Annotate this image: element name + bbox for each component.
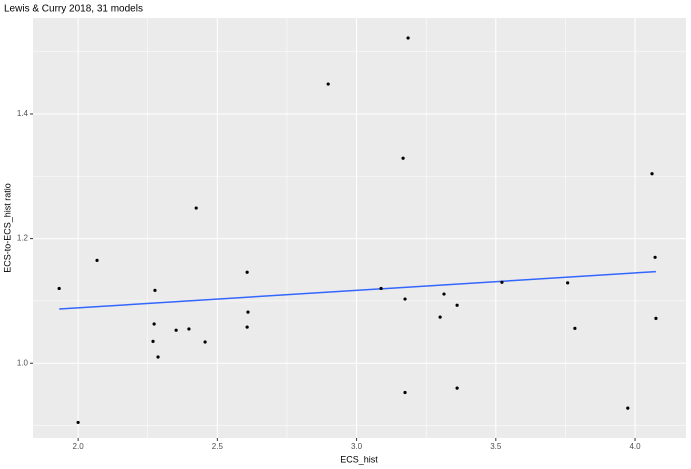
regression-line — [59, 270, 656, 310]
data-point — [406, 36, 410, 40]
data-point — [654, 316, 658, 320]
data-point — [245, 270, 249, 274]
data-point — [500, 280, 504, 284]
y-tick-label: 1.0 — [17, 358, 29, 367]
data-point — [455, 303, 459, 307]
data-point — [566, 281, 570, 285]
data-point — [403, 297, 407, 301]
data-point — [626, 406, 630, 410]
data-point — [76, 420, 80, 425]
data-point — [326, 82, 330, 86]
data-point — [653, 255, 657, 259]
data-point — [438, 315, 442, 319]
data-point — [153, 288, 157, 292]
data-point — [379, 286, 383, 291]
data-point — [203, 340, 207, 344]
x-tick-label: 3.0 — [351, 442, 363, 451]
y-tick-label: 1.4 — [17, 109, 29, 118]
x-tick-label: 2.0 — [73, 442, 85, 451]
data-point — [650, 172, 654, 176]
data-point — [401, 156, 405, 160]
data-point — [442, 292, 446, 296]
data-point — [156, 355, 160, 359]
data-point — [151, 339, 155, 344]
y-axis-label: ECS-to-ECS_hist ratio — [2, 183, 12, 273]
data-point — [174, 328, 178, 332]
data-point — [246, 310, 250, 314]
x-tick-label: 4.0 — [629, 442, 641, 451]
data-point — [245, 325, 249, 329]
x-axis-label: ECS_hist — [340, 454, 378, 464]
x-tick-label: 2.5 — [212, 442, 224, 451]
data-point — [152, 322, 156, 326]
data-point — [194, 206, 198, 210]
data-point — [573, 326, 577, 330]
data-point — [57, 286, 61, 291]
data-point — [455, 386, 459, 390]
plot-panel — [33, 18, 686, 438]
x-tick-label: 3.5 — [490, 442, 502, 451]
data-point — [403, 390, 407, 395]
y-tick-label: 1.2 — [17, 234, 29, 243]
data-point — [187, 327, 191, 331]
data-point — [95, 258, 99, 263]
chart-title: Lewis & Curry 2018, 31 models — [4, 4, 143, 15]
